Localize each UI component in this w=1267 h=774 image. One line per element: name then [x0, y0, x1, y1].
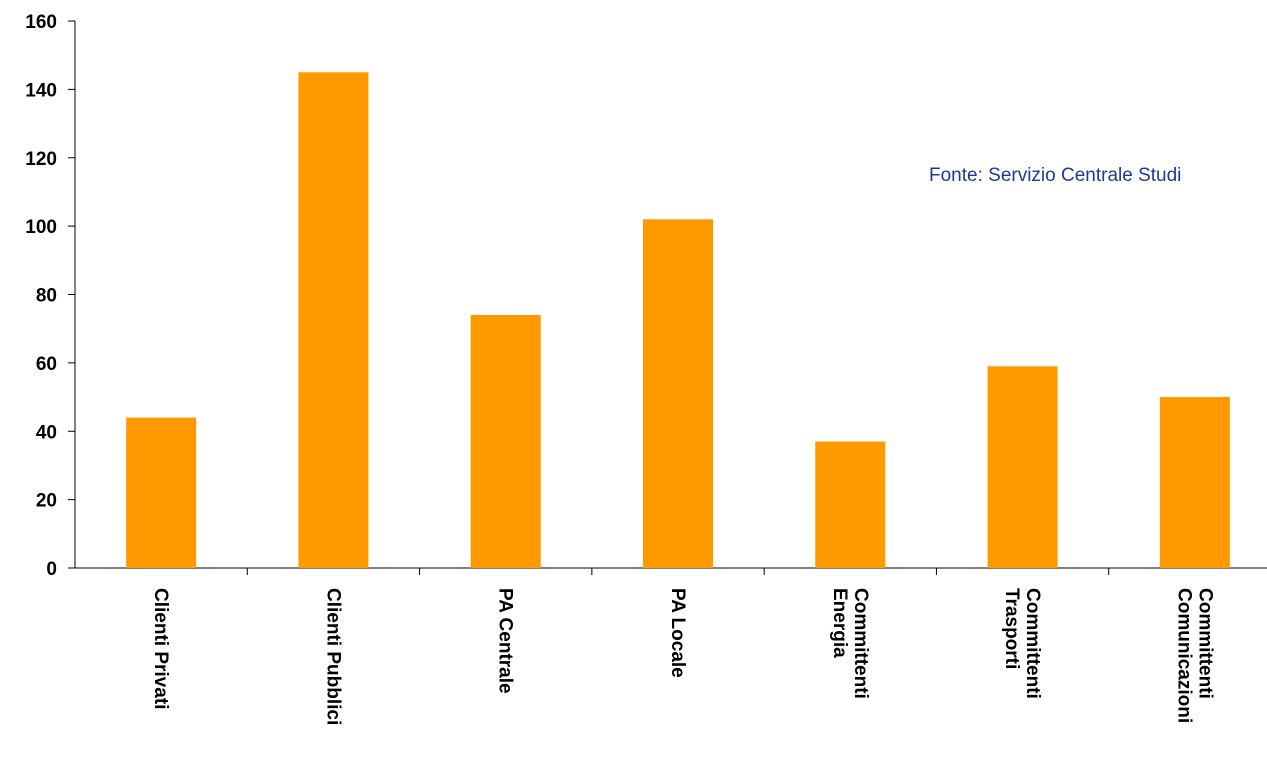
y-tick-label: 160 — [25, 12, 57, 33]
y-tick-label: 20 — [36, 491, 57, 512]
category-label: PA Locale — [667, 588, 688, 678]
category-label-line: Energia — [829, 588, 850, 658]
bar — [987, 366, 1058, 568]
y-tick-label: 0 — [46, 559, 57, 580]
category-label-line: Committenti — [850, 588, 871, 699]
category-label-line: Committenti — [1194, 588, 1215, 699]
category-label: PA Centrale — [495, 588, 516, 694]
y-tick-label: 80 — [36, 286, 57, 307]
category-label-line: PA Centrale — [495, 588, 516, 694]
bar — [643, 219, 713, 568]
x-axis — [68, 567, 1267, 575]
y-tick-label: 40 — [36, 422, 57, 443]
category-label-line: Trasporti — [1001, 588, 1022, 669]
category-label-line: Committenti — [1022, 588, 1043, 699]
bar — [126, 417, 197, 568]
y-tick-label: 100 — [25, 217, 57, 238]
category-label: Clienti Pubblici — [322, 588, 343, 725]
y-tick-label: 60 — [36, 354, 57, 375]
category-label-line: PA Locale — [667, 588, 688, 678]
bar — [815, 441, 886, 568]
category-label-line: Clienti Pubblici — [322, 588, 343, 725]
category-label: Clienti Privati — [150, 588, 171, 709]
category-label-line: Clienti Privati — [150, 588, 171, 709]
bar — [470, 315, 541, 568]
category-labels: Clienti Privati Clienti Pubblici PA Centra… — [150, 588, 1215, 725]
bar — [1159, 397, 1230, 568]
category-label-line: Comunicazioni — [1173, 588, 1194, 723]
y-axis: 0 20 40 60 80 100 120 140 160 — [25, 12, 76, 580]
bar-series — [126, 72, 1230, 568]
source-annotation: Fonte: Servizio Centrale Studi — [929, 165, 1181, 186]
y-tick-label: 120 — [25, 149, 57, 170]
bar — [298, 72, 369, 568]
y-tick-label: 140 — [25, 80, 57, 101]
